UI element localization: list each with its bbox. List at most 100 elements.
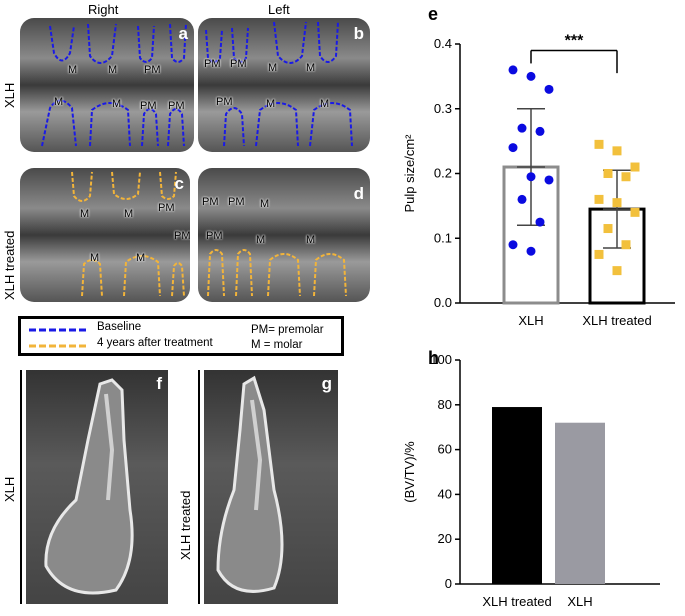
ct-divider-g [198,370,200,604]
data-point-e-xlh-treated [621,172,631,182]
data-point-e-xlh [544,84,554,94]
tooth-label-molar: M [256,234,266,246]
data-point-e-xlh [526,71,536,81]
bar-h-0 [492,407,542,584]
y-axis-label-e: Pulp size/cm² [402,134,417,213]
data-point-e-xlh [544,175,554,185]
y-tick-label-e: 0.1 [434,230,452,245]
data-point-e-xlh [535,217,545,227]
tooth-label-premolar: PM [202,196,219,208]
tooth-label-premolar: PM [140,100,157,112]
x-tick-label-e: XLH treated [582,313,651,328]
legend-swatches [29,328,87,348]
y-tick-label-e: 0.3 [434,101,452,116]
y-tick-label-e: 0.4 [434,36,452,51]
tooth-label-premolar: PM [174,230,190,242]
tooth-label-molar: M [260,198,270,210]
data-point-e-xlh [535,126,545,136]
ct-label-xlh: XLH [2,476,17,502]
ct-divider-f [20,370,22,604]
y-tick-label-h: 0 [445,576,452,591]
tooth-label-molar: M [320,98,330,110]
data-point-e-xlh [517,123,527,133]
panel-letter-d: d [353,184,364,203]
data-point-e-xlh-treated [630,162,640,172]
data-point-e-xlh [508,143,518,153]
tooth-label-molar: M [124,208,134,220]
tooth-label-premolar: PM [216,96,233,108]
panel-letter-f: f [156,374,162,393]
legend-m-definition: M = molar [251,339,303,351]
tooth-label-molar: M [306,234,316,246]
y-tick-label-h: 60 [438,442,452,457]
legend-after-treatment: 4 years after treatment [97,337,213,349]
tooth-label-premolar: PM [206,230,223,242]
x-tick-label-e: XLH [518,313,543,328]
tooth-label-molar: M [112,98,122,110]
pulp-outlines-c [71,171,185,297]
tooth-label-premolar: PM [204,58,221,70]
data-point-e-xlh [508,240,518,250]
tooth-label-molar: M [90,252,100,264]
pulp-outlines-b [205,21,353,147]
row-label-xlh: XLH [2,82,17,108]
panel-letter-b: b [353,24,364,43]
y-tick-label-h: 40 [438,486,452,501]
y-tick-label-e: 0.0 [434,295,452,310]
column-label-left: Left [268,2,290,17]
tooth-label-premolar: PM [158,202,175,214]
tooth-label-molar: M [266,98,276,110]
y-axis-label-h: (BV/TV)/% [402,441,417,503]
xray-panel-b: b PM PM M M PM M M [198,18,370,152]
column-label-right: Right [88,2,119,17]
tooth-label-premolar: PM [230,58,247,70]
panel-letter-g: g [321,374,332,393]
pulp-outlines-a [41,23,187,147]
data-point-e-xlh-treated [603,169,613,178]
ct-tooth-g [216,375,284,593]
data-point-e-xlh-treated [630,207,640,217]
xray-panel-c: c M M PM M M PM [20,168,190,302]
legend-pm-definition: PM= premolar [251,324,324,336]
panel-letter-e: e [428,4,439,24]
legend-box: Baseline 4 years after treatment PM= pre… [18,316,344,356]
tooth-label-molar: M [268,62,278,74]
tooth-label-molar: M [80,208,90,220]
y-tick-label-h: 80 [438,397,452,412]
tooth-label-molar: M [306,62,316,74]
panel-letter-h: h [428,348,439,368]
tooth-label-molar: M [136,252,146,264]
tooth-label-molar: M [68,64,78,76]
x-tick-label-h: XLH [567,594,592,609]
tooth-label-premolar: PM [168,100,185,112]
data-point-e-xlh [517,194,527,204]
y-tick-label-h: 100 [430,352,452,367]
panel-letter-a: a [178,24,188,43]
y-tick-label-h: 20 [438,531,452,546]
xray-panel-a: a M M PM M M PM PM [20,18,194,152]
data-point-e-xlh [526,172,536,182]
chart-e-pulp-size: 0.0 0.1 0.2 0.3 0.4 Pulp size/cm² XLH XLH treat… [402,32,675,328]
data-point-e-xlh [508,65,518,75]
ct-tooth-f [44,378,134,595]
data-point-e-xlh-treated [594,194,604,204]
data-point-e-xlh-treated [594,139,604,149]
y-tick-label-e: 0.2 [434,166,452,181]
tooth-label-premolar: PM [144,64,161,76]
tooth-label-premolar: PM [228,196,245,208]
xray-panel-d: d PM PM M PM M M [198,168,370,302]
panel-letter-c: c [174,174,184,193]
ct-image-g: g [204,370,338,604]
data-point-e-xlh [526,246,536,256]
ct-label-xlh-treated: XLH treated [178,490,193,560]
tooth-label-molar: M [54,96,64,108]
data-point-e-xlh-treated [621,240,631,250]
data-point-e-xlh-treated [612,146,622,156]
x-tick-label-h: XLH treated [482,594,551,609]
data-point-e-xlh-treated [594,249,604,259]
bar-h-1 [555,422,605,584]
data-point-e-xlh-treated [612,198,622,208]
data-point-e-xlh-treated [603,224,613,234]
chart-h-bvtv: 0 20 40 60 80 100 (BV/TV)/% XLH treated XLH [402,352,660,609]
significance-stars: *** [565,32,584,49]
